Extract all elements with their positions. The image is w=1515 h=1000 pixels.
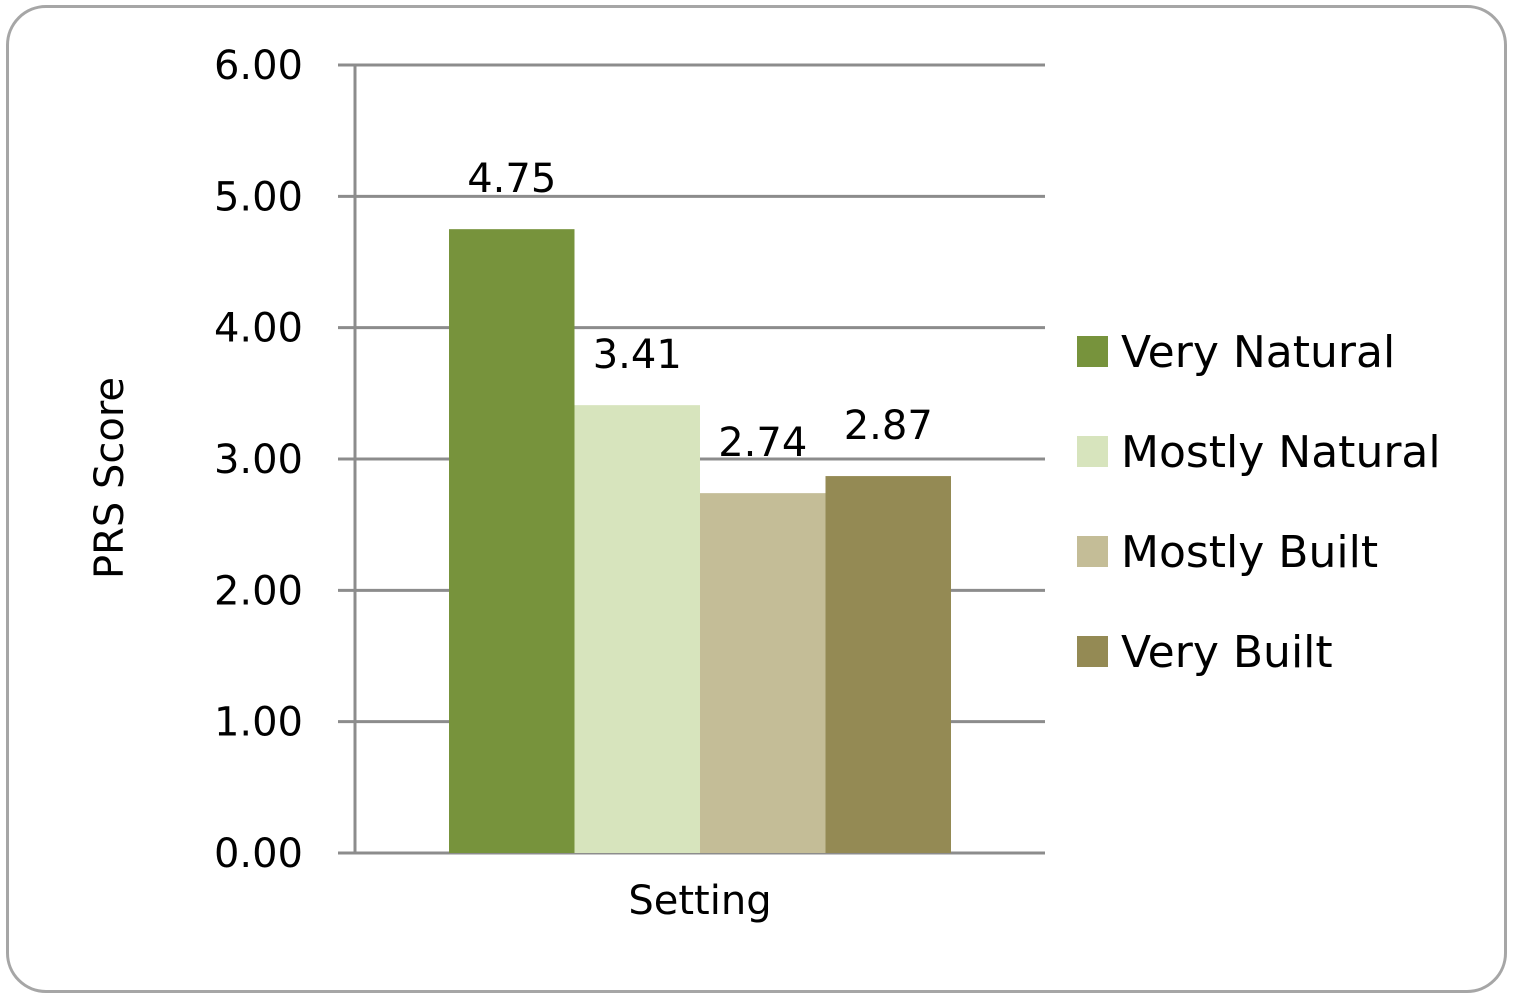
y-tick-label: 0.00 (214, 831, 303, 877)
bars (449, 229, 951, 853)
y-tick-label: 2.00 (214, 568, 303, 614)
data-label: 2.87 (844, 403, 933, 449)
y-tick-label: 4.00 (214, 306, 303, 352)
legend-item-mostly-natural: Mostly Natural (1077, 427, 1441, 478)
data-labels: 4.75 3.41 2.74 2.87 (467, 156, 933, 466)
legend-label: Mostly Built (1121, 527, 1378, 578)
bar-mostly-natural (574, 405, 700, 853)
y-tick-label: 5.00 (214, 174, 303, 220)
legend-label: Very Natural (1121, 327, 1395, 378)
legend: Very Natural Mostly Natural Mostly Built Ve… (1077, 327, 1441, 678)
data-label: 2.74 (718, 420, 807, 466)
bar-very-natural (449, 229, 575, 853)
bar-very-built (825, 476, 951, 853)
legend-swatch (1077, 636, 1108, 667)
legend-item-very-natural: Very Natural (1077, 327, 1395, 378)
legend-item-very-built: Very Built (1077, 627, 1333, 678)
legend-item-mostly-built: Mostly Built (1077, 527, 1378, 578)
x-axis-category-label: Setting (628, 878, 771, 924)
data-label: 3.41 (593, 332, 682, 378)
y-tick-labels: 0.00 1.00 2.00 3.00 4.00 5.00 6.00 (214, 43, 303, 877)
data-label: 4.75 (467, 156, 556, 202)
y-tick-label: 3.00 (214, 437, 303, 483)
legend-swatch (1077, 536, 1108, 567)
y-axis-title: PRS Score (87, 377, 133, 579)
legend-swatch (1077, 436, 1108, 467)
y-tick-label: 6.00 (214, 43, 303, 89)
y-tick-label: 1.00 (214, 700, 303, 746)
legend-swatch (1077, 336, 1108, 367)
legend-label: Mostly Natural (1121, 427, 1441, 478)
legend-label: Very Built (1121, 627, 1333, 678)
bar-mostly-built (700, 493, 826, 853)
